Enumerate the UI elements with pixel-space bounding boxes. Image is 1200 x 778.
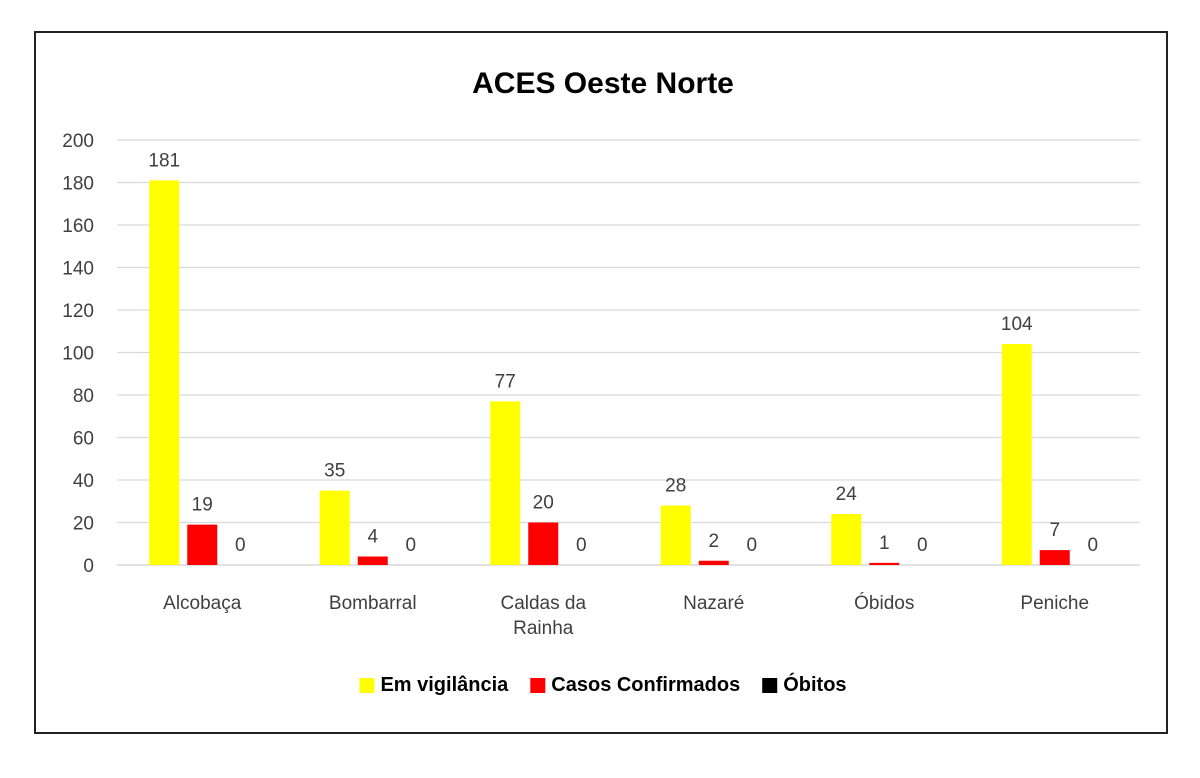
legend-swatch: [359, 678, 375, 693]
bar-casos-confirmados-caldas-da-rainha: [528, 522, 559, 565]
data-label-em-vigilancia: 104: [1001, 314, 1033, 335]
legend-item-em-vigilancia: Em vigilância: [359, 674, 509, 696]
y-tick-label: 80: [73, 386, 94, 407]
legend-label: Óbitos: [783, 672, 846, 696]
chart-title: ACES Oeste Norte: [472, 67, 734, 100]
bar-em-vigilancia-caldas-da-rainha: [490, 401, 521, 565]
y-tick-label: 120: [62, 301, 94, 322]
data-label-em-vigilancia: 77: [495, 371, 516, 392]
y-tick-label: 160: [62, 216, 94, 237]
bar-em-vigilancia-nazare: [660, 505, 691, 565]
y-tick-label: 140: [62, 259, 94, 280]
legend-item-casos-confirmados: Casos Confirmados: [530, 674, 740, 696]
gridlines: [117, 139, 1140, 566]
y-tick-label: 40: [73, 471, 94, 492]
data-label-casos-confirmados: 7: [1049, 520, 1060, 541]
data-label-em-vigilancia: 35: [324, 461, 345, 482]
y-axis: 0 20 40 60 80 100 120 140 160 180 200: [62, 131, 94, 577]
data-label-obitos: 0: [1087, 535, 1098, 556]
x-tick-label: Alcobaça: [163, 593, 242, 614]
data-label-em-vigilancia: 28: [665, 476, 686, 497]
x-tick-label: Caldas da Rainha: [500, 593, 586, 639]
x-tick-label: Óbidos: [854, 592, 914, 614]
legend: Em vigilância Casos Confirmados Óbitos: [359, 672, 847, 696]
data-label-obitos: 0: [576, 535, 587, 556]
bars: [149, 180, 1070, 565]
bar-em-vigilancia-peniche: [1001, 344, 1032, 565]
x-tick-label: Nazaré: [683, 593, 744, 614]
y-tick-label: 0: [83, 556, 94, 577]
y-tick-label: 180: [62, 174, 94, 195]
y-tick-label: 100: [62, 344, 94, 365]
data-label-obitos: 0: [405, 535, 416, 556]
bar-em-vigilancia-alcobaca: [149, 180, 180, 565]
data-label-casos-confirmados: 19: [192, 495, 213, 516]
y-tick-label: 60: [73, 429, 94, 450]
data-label-em-vigilancia: 181: [148, 150, 180, 171]
bar-casos-confirmados-peniche: [1039, 550, 1070, 565]
bar-casos-confirmados-obidos: [869, 562, 900, 565]
chart-frame: ACES Oeste Norte 0 20 40 60 80 100 120 140 160 18…: [34, 31, 1168, 734]
legend-swatch: [530, 678, 546, 693]
data-label-obitos: 0: [235, 535, 246, 556]
y-tick-label: 20: [73, 514, 94, 535]
x-tick-label: Bombarral: [329, 593, 417, 614]
legend-label: Em vigilância: [380, 674, 509, 696]
data-label-casos-confirmados: 1: [879, 533, 890, 554]
data-label-obitos: 0: [746, 535, 757, 556]
bar-casos-confirmados-bombarral: [357, 556, 388, 565]
data-label-casos-confirmados: 20: [533, 493, 554, 514]
bar-casos-confirmados-nazare: [698, 560, 729, 565]
legend-swatch: [762, 678, 778, 693]
data-label-em-vigilancia: 24: [836, 484, 858, 505]
bar-chart: ACES Oeste Norte 02040608010012014016018…: [62, 67, 1140, 696]
bar-casos-confirmados-alcobaca: [187, 524, 218, 565]
legend-item-obitos: Óbitos: [762, 672, 847, 696]
bar-em-vigilancia-obidos: [831, 514, 862, 565]
bar-em-vigilancia-bombarral: [319, 490, 350, 565]
data-label-obitos: 0: [917, 535, 928, 556]
y-tick-label: 200: [62, 131, 94, 152]
data-label-casos-confirmados: 2: [708, 531, 719, 552]
x-tick-label: Peniche: [1020, 593, 1089, 614]
data-label-casos-confirmados: 4: [367, 527, 378, 548]
legend-label: Casos Confirmados: [551, 674, 740, 696]
x-axis: Alcobaça Bombarral Caldas da Rainha Nazaré Ób…: [163, 592, 1089, 639]
